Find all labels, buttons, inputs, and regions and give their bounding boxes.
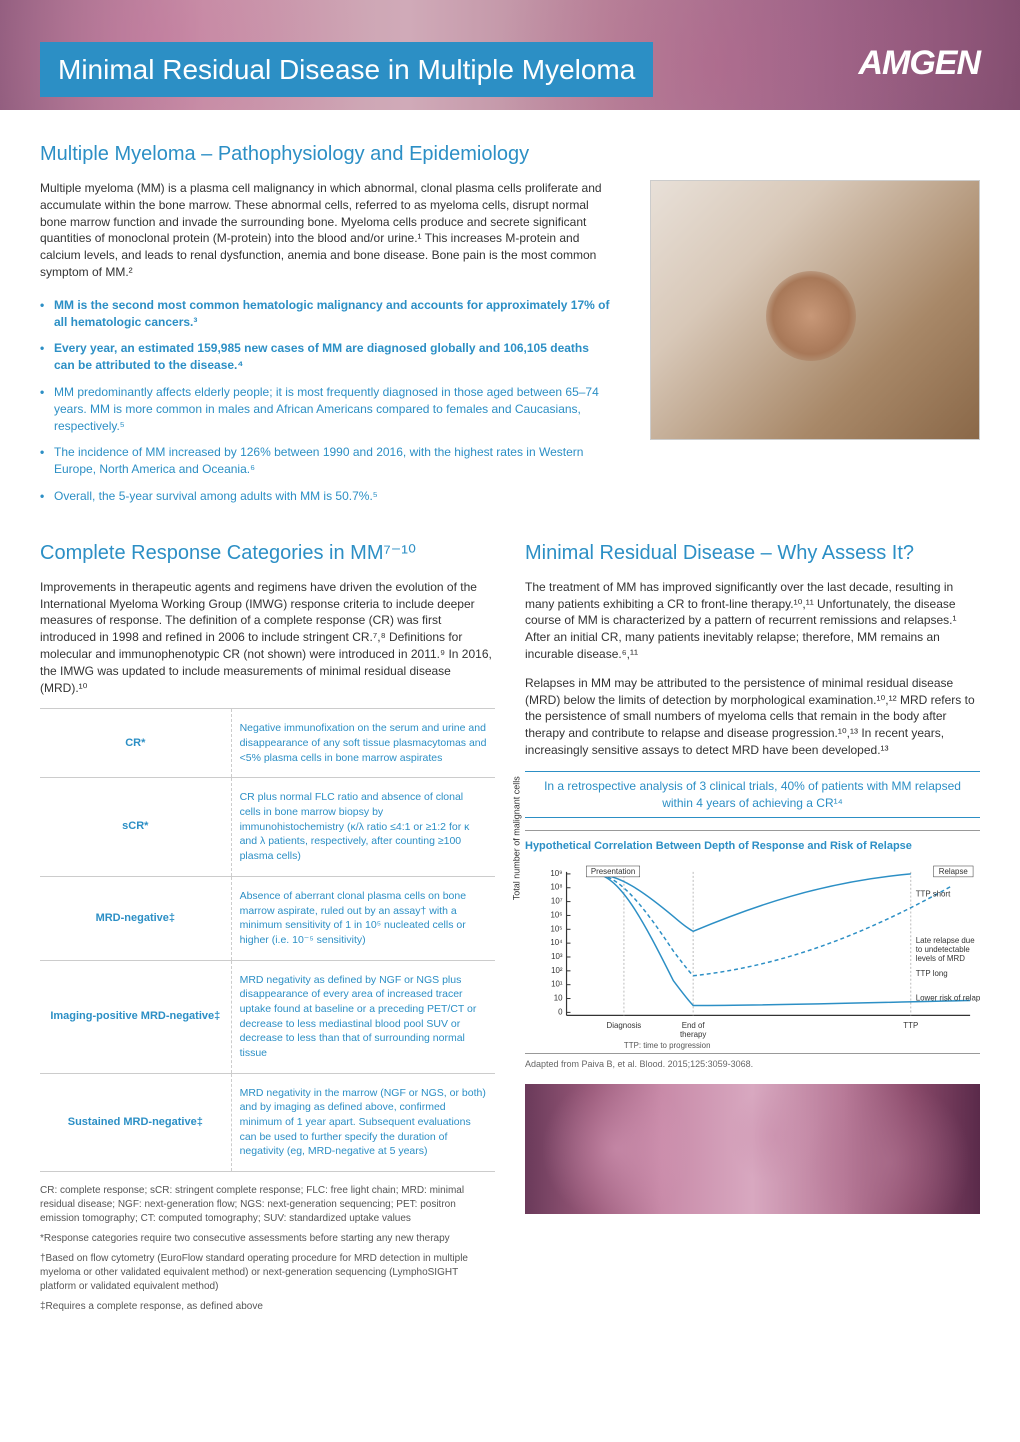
table-notes: CR: complete response; sCR: stringent co… xyxy=(40,1184,495,1314)
chart-ylabel: Total number of malignant cells xyxy=(511,776,524,900)
bullet-item: Every year, an estimated 159,985 new cas… xyxy=(40,340,610,374)
section3-para1: The treatment of MM has improved signifi… xyxy=(525,579,980,663)
svg-text:0: 0 xyxy=(558,1007,563,1016)
bullet-item: The incidence of MM increased by 126% be… xyxy=(40,444,610,478)
svg-text:10⁵: 10⁵ xyxy=(551,924,563,933)
svg-text:Late relapse due: Late relapse due xyxy=(916,936,976,945)
svg-text:10⁸: 10⁸ xyxy=(550,882,562,891)
svg-text:Presentation: Presentation xyxy=(591,867,635,876)
svg-text:TTP: time to progression: TTP: time to progression xyxy=(624,1041,711,1050)
callout-box: In a retrospective analysis of 3 clinica… xyxy=(525,771,980,819)
svg-text:10⁷: 10⁷ xyxy=(551,896,563,905)
note: ‡Requires a complete response, as define… xyxy=(40,1300,495,1314)
section2-heading: Complete Response Categories in MM⁷⁻¹⁰ xyxy=(40,539,495,567)
svg-text:10³: 10³ xyxy=(551,952,563,961)
bullet-item: Overall, the 5-year survival among adult… xyxy=(40,488,610,505)
bullet-item: MM predominantly affects elderly people;… xyxy=(40,384,610,434)
svg-text:10⁴: 10⁴ xyxy=(550,938,562,947)
bottom-image xyxy=(525,1084,980,1214)
table-row: MRD-negative‡Absence of aberrant clonal … xyxy=(40,876,495,960)
table-row: sCR*CR plus normal FLC ratio and absence… xyxy=(40,778,495,876)
section3-heading: Minimal Residual Disease – Why Assess It… xyxy=(525,539,980,567)
hero-image xyxy=(650,180,980,440)
table-row: Imaging-positive MRD-negative‡MRD negati… xyxy=(40,960,495,1073)
svg-text:10: 10 xyxy=(554,993,563,1002)
svg-text:therapy: therapy xyxy=(680,1030,706,1039)
svg-text:TTP short: TTP short xyxy=(916,889,951,898)
amgen-logo: AMGEN xyxy=(858,40,980,88)
svg-text:10⁹: 10⁹ xyxy=(550,869,562,878)
svg-text:to undetectable: to undetectable xyxy=(916,945,971,954)
note: *Response categories require two consecu… xyxy=(40,1232,495,1246)
svg-text:TTP: TTP xyxy=(903,1021,918,1030)
page-title: Minimal Residual Disease in Multiple Mye… xyxy=(40,42,653,97)
svg-text:10²: 10² xyxy=(551,966,563,975)
svg-text:Relapse: Relapse xyxy=(939,867,969,876)
note: CR: complete response; sCR: stringent co… xyxy=(40,1184,495,1226)
banner: Minimal Residual Disease in Multiple Mye… xyxy=(0,0,1020,110)
chart-title: Hypothetical Correlation Between Depth o… xyxy=(525,830,980,854)
chart-caption: Adapted from Paiva B, et al. Blood. 2015… xyxy=(525,1058,980,1071)
section3-para2: Relapses in MM may be attributed to the … xyxy=(525,675,980,759)
svg-text:Diagnosis: Diagnosis xyxy=(607,1021,642,1030)
svg-text:10⁶: 10⁶ xyxy=(551,910,563,919)
svg-text:Lower risk of relapse: Lower risk of relapse xyxy=(916,993,980,1002)
chart-svg: 10⁹ 10⁸ 10⁷ 10⁶ 10⁵ 10⁴ 10³ 10² 10¹ 10 0 xyxy=(525,861,980,1051)
table-row: Sustained MRD-negative‡MRD negativity in… xyxy=(40,1073,495,1171)
svg-text:TTP long: TTP long xyxy=(916,968,948,977)
section1-intro: Multiple myeloma (MM) is a plasma cell m… xyxy=(40,180,610,281)
svg-text:10¹: 10¹ xyxy=(551,979,563,988)
table-row: CR*Negative immunofixation on the serum … xyxy=(40,709,495,778)
svg-text:levels of MRD: levels of MRD xyxy=(916,954,965,963)
section1-bullets: MM is the second most common hematologic… xyxy=(40,297,610,505)
response-table: CR*Negative immunofixation on the serum … xyxy=(40,708,495,1172)
svg-text:End of: End of xyxy=(682,1021,706,1030)
bullet-item: MM is the second most common hematologic… xyxy=(40,297,610,331)
correlation-chart: Total number of malignant cells 10⁹ 10⁸ … xyxy=(525,861,980,1051)
section1-heading: Multiple Myeloma – Pathophysiology and E… xyxy=(40,140,980,168)
note: †Based on flow cytometry (EuroFlow stand… xyxy=(40,1252,495,1294)
section2-para: Improvements in therapeutic agents and r… xyxy=(40,579,495,697)
content-area: Multiple Myeloma – Pathophysiology and E… xyxy=(0,110,1020,1350)
